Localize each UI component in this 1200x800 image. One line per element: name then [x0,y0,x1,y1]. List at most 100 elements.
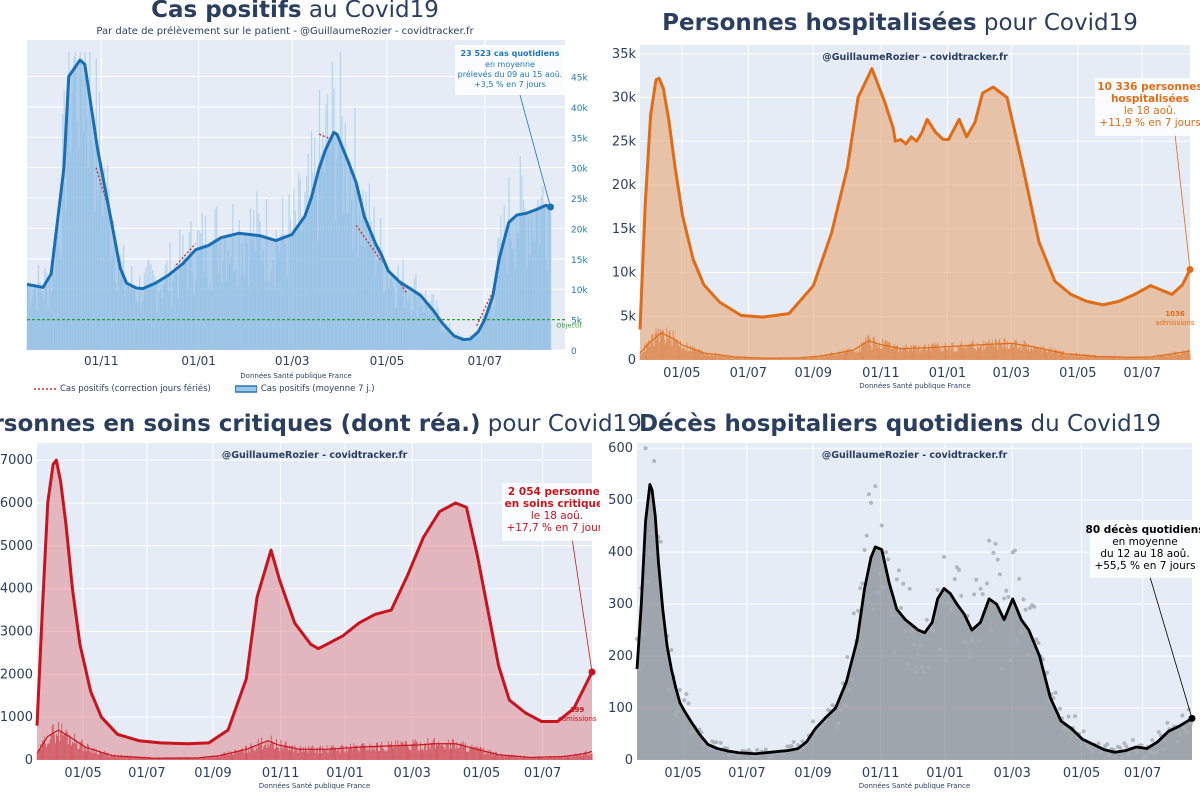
admission-bar [719,354,721,360]
daily-death-point [1161,747,1166,752]
daily-death-point [1165,720,1170,725]
admission-bar [324,748,326,760]
admission-bar [233,754,235,760]
admission-bar [480,746,481,760]
daily-death-point [948,607,953,612]
admission-bar [957,345,959,360]
admission-bar [738,356,740,360]
admission-bar [948,345,950,360]
average-area [27,60,551,350]
admission-bar [554,756,556,760]
admission-bar [700,351,702,360]
admission-bar [536,757,538,760]
x-tick-label: 01/03 [993,766,1030,781]
admission-bar [1162,355,1163,360]
admission-bar [849,347,851,360]
annotation-value: 23 523 cas quotidiens [461,49,560,58]
admission-bar [352,749,354,760]
daily-death-point [950,603,955,608]
admission-bar [670,339,672,360]
y-tick-label: 25k [612,134,637,149]
admission-bar [793,357,795,360]
admission-bar [325,751,327,760]
admission-bar [931,344,933,360]
admission-bar [278,747,280,760]
admission-bar [49,739,51,760]
daily-death-point [862,547,867,552]
admission-bar [898,352,900,360]
admission-bar [330,745,332,760]
admission-bar [258,744,260,760]
admission-bar [231,753,232,760]
admission-bar [672,330,674,360]
admission-bar [1096,356,1097,360]
admission-bar [74,733,76,760]
admission-bar [167,757,169,760]
admission-bar [178,757,180,760]
admission-bar [375,742,377,760]
annotation-line: du 12 au 18 aoû. [1100,548,1189,560]
admission-bar [365,747,367,760]
admission-bar [200,757,202,760]
admission-bar [679,346,680,360]
admission-bar [817,355,819,360]
daily-death-point [967,654,972,659]
admission-bar [76,741,78,760]
admission-bar [111,755,113,760]
admission-bar [213,755,215,760]
admission-bar [709,355,711,360]
x-tick-label: 01/11 [262,766,299,781]
legend-item-correction[interactable]: Cas positifs (correction jours fériés) [34,384,211,394]
data-source: Données Santé publique France [240,372,351,380]
admission-bar [257,738,259,760]
admission-bar [1020,350,1022,360]
admission-bar [438,741,440,760]
legend-item-moyenne[interactable]: Cas positifs (moyenne 7 j.) [234,384,375,394]
admission-bar [876,344,878,360]
admission-bar [1127,357,1129,360]
daily-death-point [1154,749,1159,754]
admission-bar [86,751,87,760]
admission-bar [1125,357,1127,360]
admission-bar [150,757,152,760]
admission-bar [1189,353,1191,360]
panel-hospitalisations: Personnes hospitalisées pour Covid19 0 5k… [600,0,1200,400]
admission-bar [649,346,651,360]
admission-bar [856,352,858,360]
admission-bar [724,355,726,360]
admission-bar [1093,354,1095,360]
admission-bar [716,354,718,360]
admission-bar [48,743,50,760]
admission-bar [386,750,388,760]
admission-bar [285,741,287,760]
admission-bar [896,345,897,360]
admission-bar [368,749,370,760]
admission-bar [801,358,803,360]
admission-bar [986,346,988,360]
y-tick-label: 40k [571,104,588,114]
admission-bar [880,348,882,360]
admission-bar [755,357,757,360]
x-tick-label: 01/07 [1124,766,1161,781]
admission-bar [935,345,937,360]
daily-death-point [866,492,871,497]
admission-bar [664,339,666,360]
admission-bar [169,758,171,760]
admission-bar [923,344,925,360]
admission-bar [710,353,712,360]
admission-bar [871,349,873,360]
admission-bar [1158,356,1160,360]
admission-bar [342,745,344,760]
admission-bar [731,355,733,360]
admission-bar [434,747,436,760]
admission-bar [57,735,58,760]
admission-bar [747,357,749,360]
admission-bar [235,749,237,760]
admission-bar [696,351,697,360]
admission-bar [585,750,587,760]
admission-bar [424,743,426,760]
admission-bar [373,746,375,760]
daily-death-point [1015,638,1020,643]
admission-bar [177,757,179,760]
admission-bar [687,350,689,360]
